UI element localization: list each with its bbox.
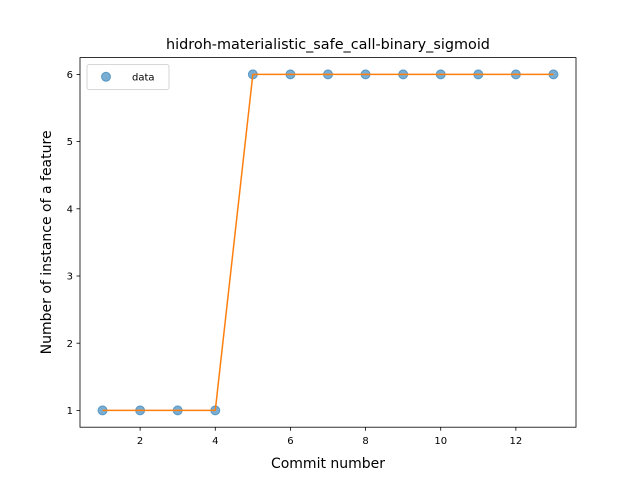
legend-marker	[101, 71, 111, 82]
legend-box	[86, 64, 170, 90]
legend-label: data	[132, 73, 155, 84]
y-tick-label: 2	[67, 339, 73, 350]
x-tick-label: 4	[212, 436, 218, 447]
y-tick-label: 3	[67, 272, 73, 283]
fit-line	[102, 73, 554, 412]
y-axis-ticks: 1 2 3 4 5 6	[67, 70, 80, 417]
legend: data	[86, 64, 170, 90]
series-layer	[97, 69, 559, 416]
x-tick-label: 12	[510, 436, 523, 447]
y-tick-label: 5	[67, 137, 73, 148]
x-tick-label: 10	[434, 436, 447, 447]
y-tick-label: 1	[67, 406, 73, 417]
x-axis-ticks: 2 4 6 8 10 12	[137, 427, 522, 447]
plot-area	[80, 57, 576, 428]
y-axis-label: Number of instance of a feature	[39, 130, 55, 354]
y-tick-label: 6	[67, 70, 73, 81]
y-tick-label: 4	[67, 204, 73, 215]
plot-frame	[79, 57, 577, 428]
x-axis-label: Commit number	[271, 456, 385, 472]
chart-title: hidroh-materialistic_safe_call-binary_si…	[166, 37, 490, 53]
x-tick-label: 8	[362, 436, 368, 447]
x-tick-label: 6	[287, 436, 293, 447]
x-tick-label: 2	[137, 436, 143, 447]
